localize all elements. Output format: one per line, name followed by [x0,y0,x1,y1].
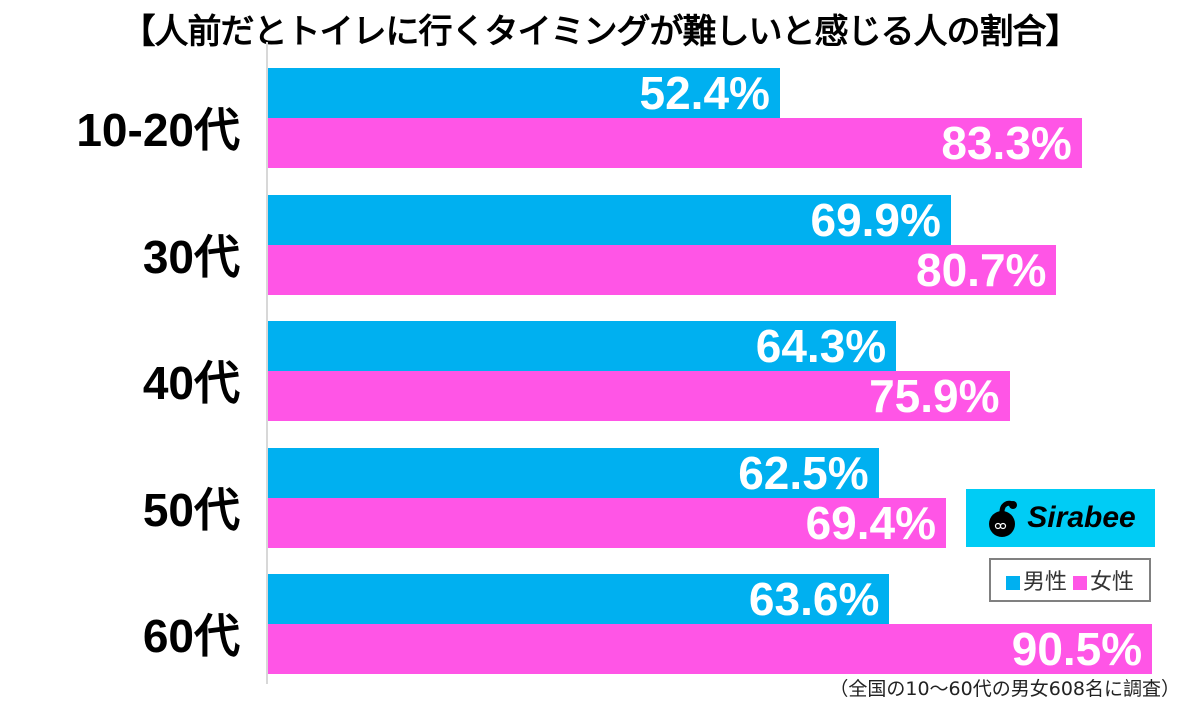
value-label: 83.3% [941,117,1072,169]
category-label: 30代 [142,230,240,283]
female-bar: 75.9% [268,370,1010,422]
female-bar: 80.7% [268,243,1057,296]
value-label: 69.9% [810,193,941,246]
male-bar: 52.4% [268,67,780,119]
bar-group: 40代 64.3% 75.9% [0,320,1200,422]
sirabee-mascot-icon [989,500,1018,537]
legend-item-male: 男性 [1005,564,1067,596]
bar-group: 30代 69.9% 80.7% [0,193,1200,296]
brand-name: Sirabee [1027,501,1136,534]
value-label: 75.9% [869,370,1000,422]
survey-footnote: （全国の10〜60代の男女608名に調査） [829,678,1180,700]
category-label: 60代 [142,610,240,662]
value-label: 80.7% [916,243,1047,296]
value-label: 90.5% [1011,623,1143,675]
legend: 男性 女性 [989,558,1151,602]
legend-item-female: 女性 [1073,564,1134,596]
bar-group: 60代 63.6% 90.5% [0,573,1200,675]
y-axis-line [266,42,268,684]
female-bar: 90.5% [268,623,1153,675]
value-label: 69.4% [805,496,937,549]
category-label: 50代 [142,483,240,536]
category-label: 10-20代 [76,104,240,156]
female-bar: 69.4% [268,496,947,549]
value-label: 62.5% [738,446,869,499]
category-label: 40代 [142,357,240,409]
chart-title: 【人前だとトイレに行くタイミングが難しいと感じる人の割合】 [121,12,1080,52]
bar-group: 50代 62.5% 69.4% [0,446,1200,549]
male-bar: 64.3% [268,320,897,372]
male-bar: 63.6% [268,573,890,625]
male-bar: 62.5% [268,446,879,499]
male-swatch-icon [1005,576,1020,590]
female-swatch-icon [1073,576,1087,590]
male-bar: 69.9% [268,193,951,246]
value-label: 64.3% [755,320,887,372]
bar-group: 10-20代 52.4% 83.3% [0,67,1200,169]
value-label: 52.4% [639,67,770,119]
value-label: 63.6% [748,573,880,625]
female-bar: 83.3% [268,117,1082,169]
sirabee-logo: Sirabee [966,489,1155,547]
